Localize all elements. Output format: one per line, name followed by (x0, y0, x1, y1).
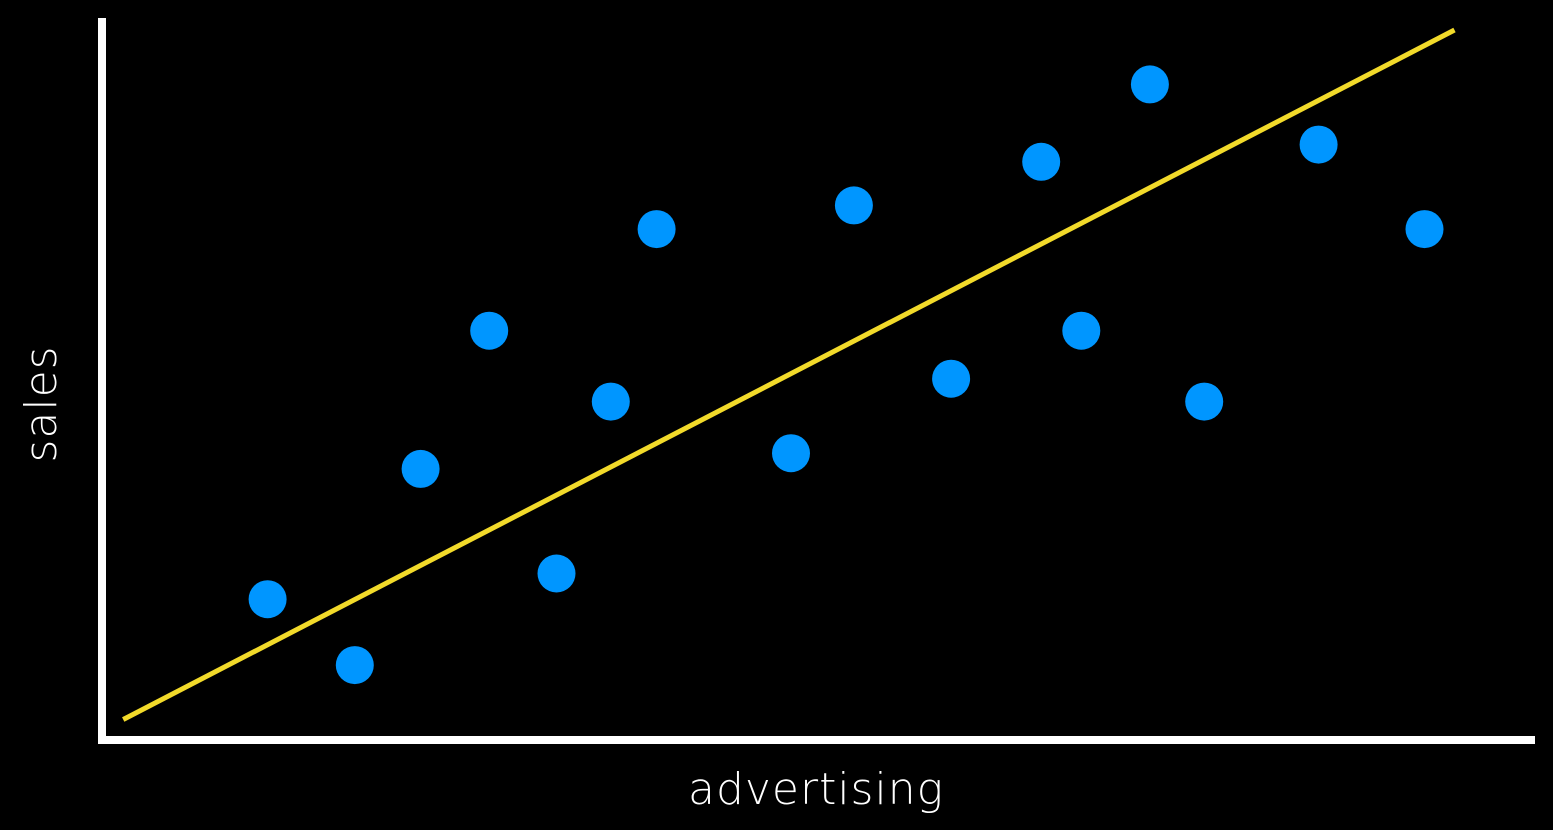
data-point (1185, 382, 1224, 421)
data-point (591, 382, 630, 421)
data-point (1062, 311, 1101, 350)
data-point (401, 449, 440, 488)
data-point (1405, 210, 1444, 249)
data-point (1299, 125, 1338, 164)
data-point (335, 646, 374, 685)
data-point (637, 210, 676, 249)
data-point (932, 359, 971, 398)
data-point (1022, 142, 1061, 181)
data-point (772, 434, 810, 473)
x-axis-label: advertising (688, 764, 944, 815)
data-point (1130, 65, 1169, 104)
data-points (248, 65, 1444, 685)
data-point (537, 554, 576, 593)
y-axis-label: sales (16, 345, 67, 462)
data-point (470, 311, 509, 350)
trendline (122, 27, 1456, 722)
data-point (248, 580, 287, 619)
data-point (834, 186, 873, 225)
